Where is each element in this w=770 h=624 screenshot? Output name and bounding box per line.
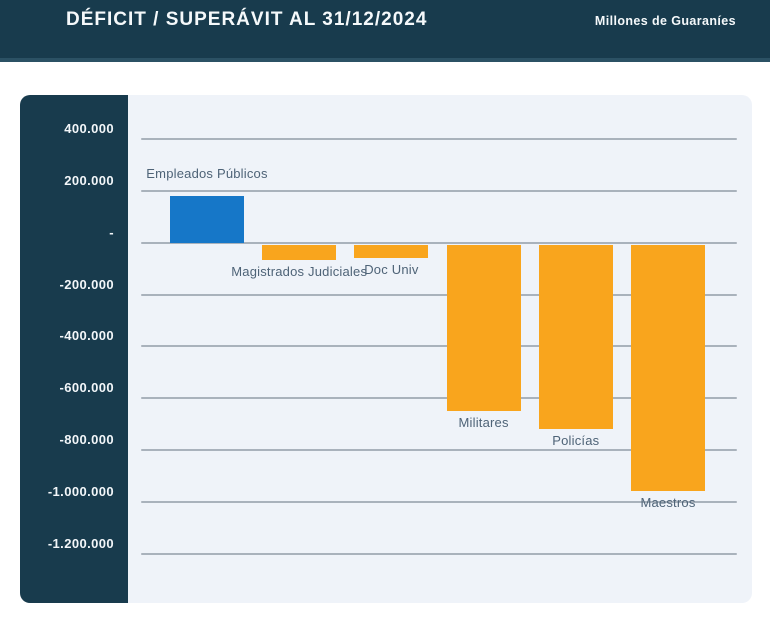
bar-label: Policías	[552, 432, 600, 448]
gridline	[141, 189, 737, 192]
gridline	[141, 397, 737, 400]
gridline	[141, 241, 737, 244]
y-tick-label: -800.000	[59, 432, 114, 448]
bar-magistrados-judiciales	[262, 244, 337, 261]
bar-label: Empleados Públicos	[146, 166, 268, 182]
chart-card: 400.000 200.000 - -200.000 -400.000 -600.000 -…	[20, 95, 752, 603]
y-tick-label: -200.000	[59, 276, 114, 292]
y-tick-label: -1.000.000	[47, 483, 114, 499]
unit-label: Millones de Guaraníes	[594, 14, 736, 28]
bar-label: Doc Univ	[364, 261, 419, 277]
bar-doc-univ	[354, 244, 429, 258]
y-tick-label: -	[109, 224, 114, 240]
gridline	[141, 500, 737, 503]
bar-label: Magistrados Judiciales	[231, 264, 368, 280]
y-tick-label: 400.000	[64, 121, 114, 137]
chart-header: DÉFICIT / SUPERÁVIT AL 31/12/2024 Millon…	[0, 0, 770, 62]
bar-maestros	[631, 244, 705, 491]
gridline	[141, 552, 737, 555]
y-axis: 400.000 200.000 - -200.000 -400.000 -600.000 -…	[20, 95, 128, 603]
page-title: DÉFICIT / SUPERÁVIT AL 31/12/2024	[66, 9, 428, 30]
y-tick-label: -400.000	[59, 328, 114, 344]
y-tick-label: -600.000	[59, 380, 114, 396]
gridline	[141, 293, 737, 296]
gridline	[141, 449, 737, 452]
gridline	[141, 345, 737, 348]
bar-empleados-p-blicos	[170, 196, 244, 243]
bar-polic-as	[538, 244, 613, 429]
y-tick-label: -1.200.000	[47, 535, 114, 551]
gridline	[141, 138, 737, 141]
plot-area: Empleados Públicos Magistrados Judiciales…	[128, 95, 752, 603]
bar-label: Maestros	[640, 494, 696, 510]
bar-militares	[446, 244, 521, 411]
y-tick-label: 200.000	[64, 172, 114, 188]
bar-label: Militares	[458, 414, 509, 430]
